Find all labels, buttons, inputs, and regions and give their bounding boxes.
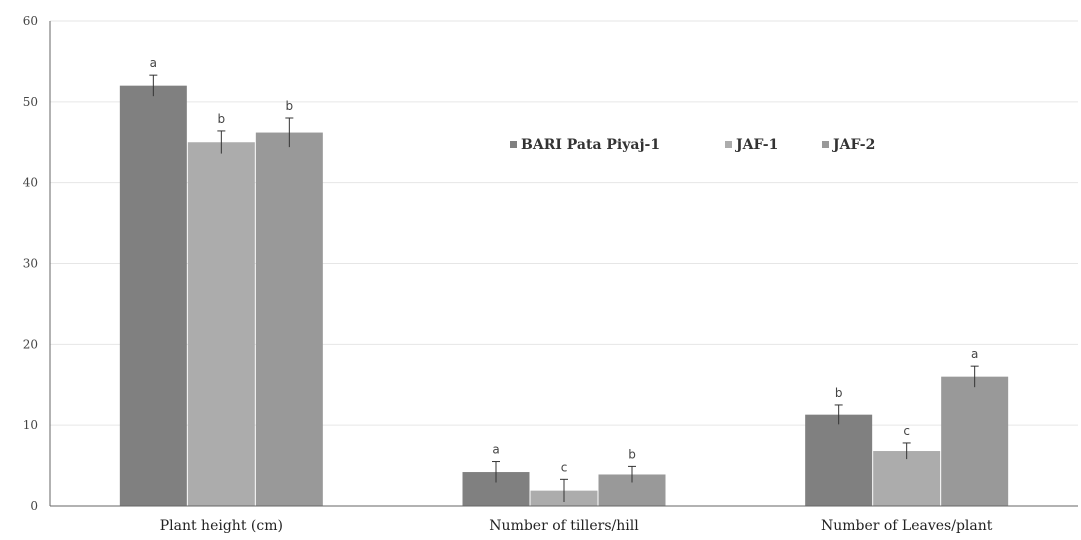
significance-letter: b [218, 112, 226, 126]
y-tick-label: 50 [23, 95, 38, 109]
significance-letter: b [628, 447, 636, 461]
significance-letter: a [492, 443, 499, 457]
legend-swatch [510, 141, 517, 148]
significance-letter: b [286, 99, 294, 113]
legend-entry: JAF-2 [831, 137, 875, 153]
bars: a b b a c b b c a [119, 56, 1009, 507]
y-tick-label: 20 [23, 337, 38, 351]
bar [187, 142, 255, 506]
legend-entry: JAF-1 [734, 137, 778, 153]
y-axis-ticks: 0 10 20 30 40 50 60 [23, 14, 38, 513]
bar [941, 376, 1009, 506]
significance-letter: c [903, 424, 910, 438]
legend-swatch [822, 141, 829, 148]
x-category-label: Plant height (cm) [160, 518, 283, 534]
significance-letter: a [150, 56, 157, 70]
y-tick-label: 0 [30, 499, 38, 513]
y-tick-label: 10 [23, 418, 38, 432]
legend: BARI Pata Piyaj-1 JAF-1 JAF-2 [510, 137, 875, 153]
x-category-label: Number of tillers/hill [489, 518, 639, 534]
y-tick-label: 40 [23, 176, 38, 190]
x-category-label: Number of Leaves/plant [821, 518, 993, 534]
legend-entry: BARI Pata Piyaj-1 [521, 137, 660, 153]
axes [49, 21, 1078, 507]
significance-letter: c [561, 460, 568, 474]
bar [873, 451, 941, 506]
y-tick-label: 60 [23, 14, 38, 28]
bar [805, 414, 873, 506]
bar [119, 85, 187, 507]
x-axis-categories: Plant height (cm) Number of tillers/hill N… [160, 518, 993, 534]
significance-letter: a [971, 347, 978, 361]
significance-letter: b [835, 386, 843, 400]
bar [255, 132, 323, 507]
legend-swatch [725, 141, 732, 148]
y-tick-label: 30 [23, 257, 38, 271]
